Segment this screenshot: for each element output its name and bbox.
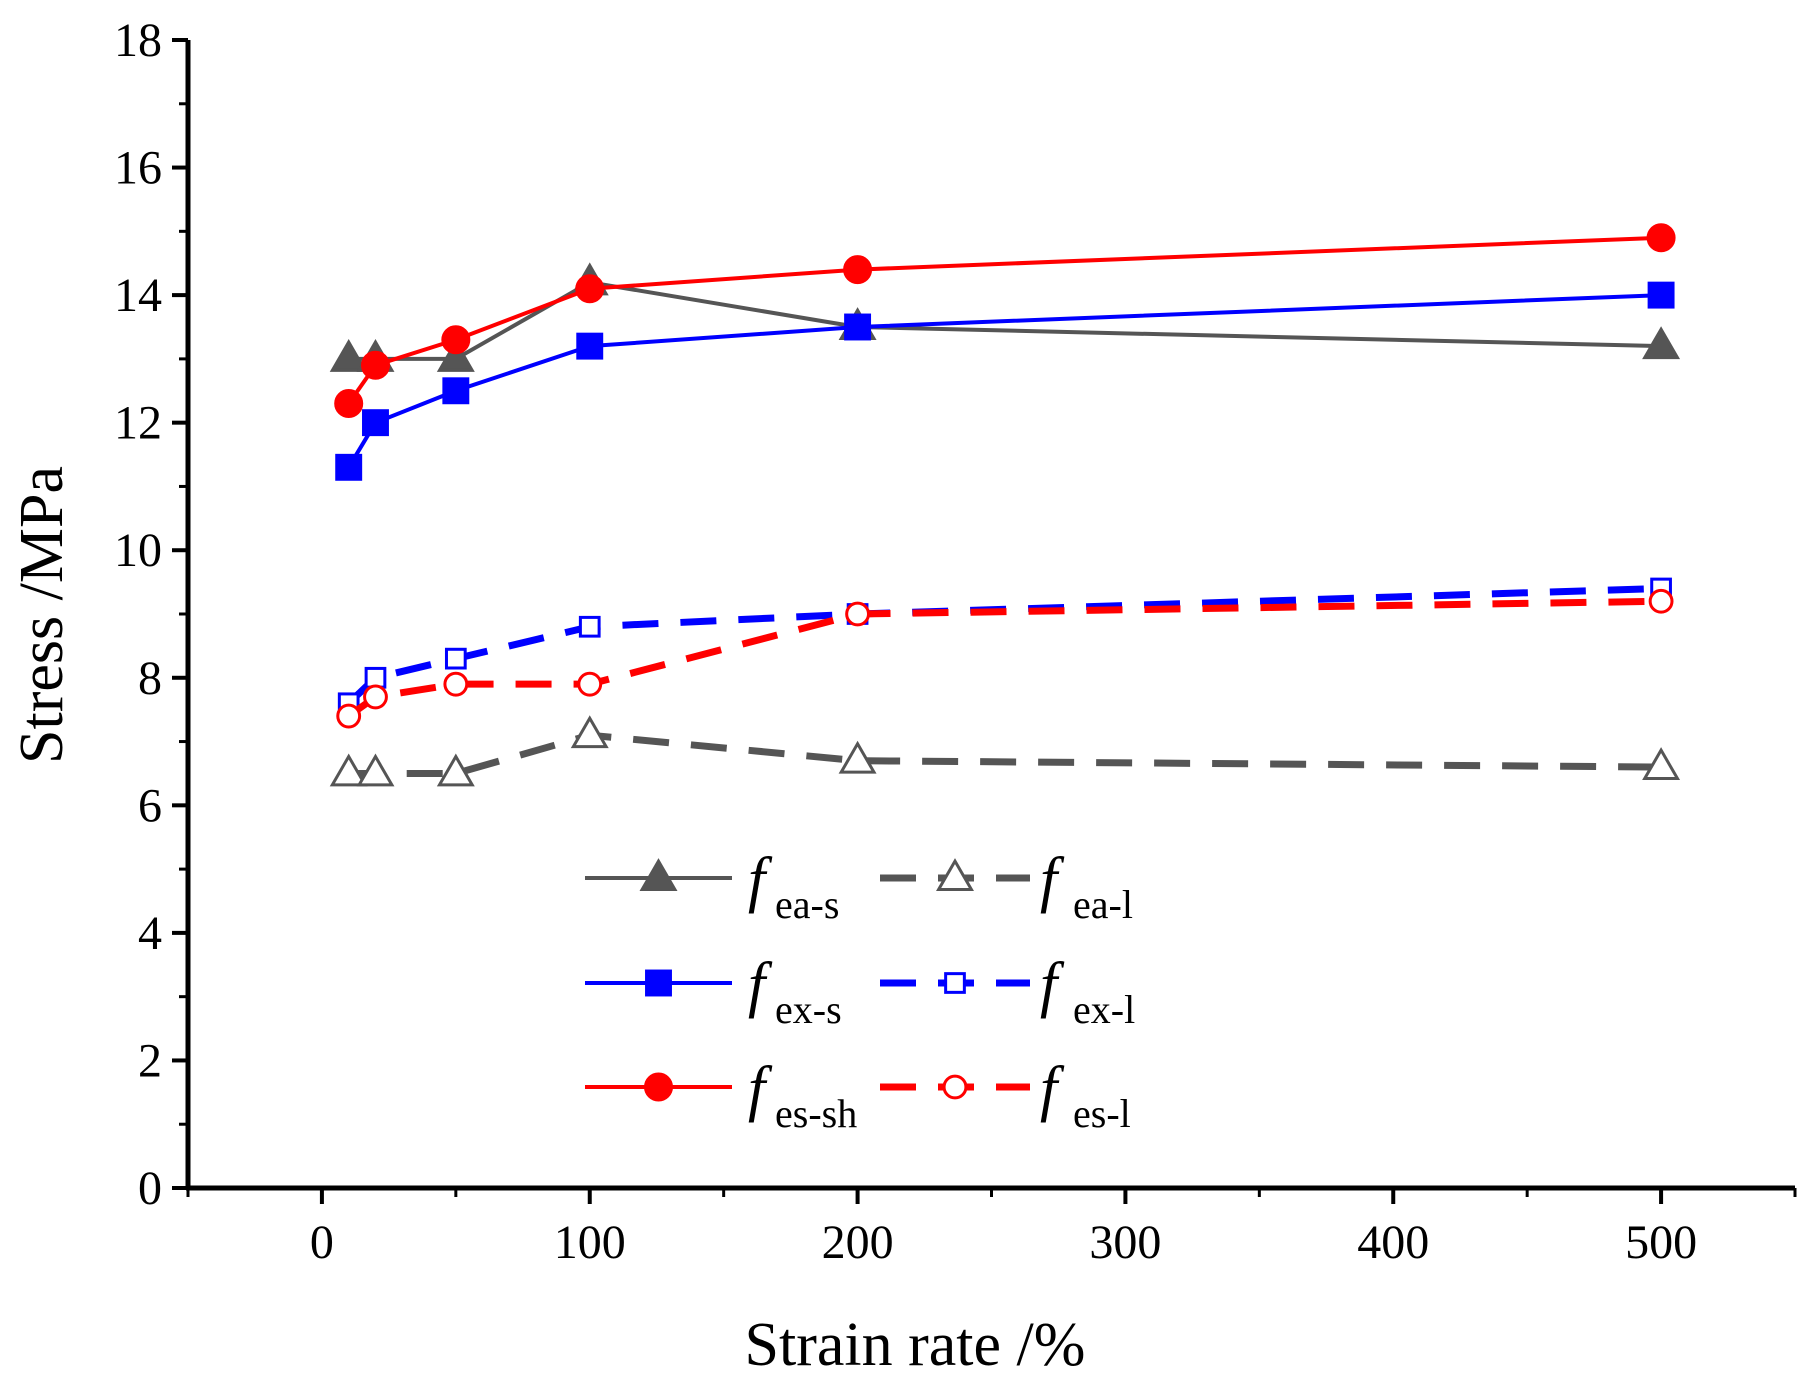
data-point: [360, 350, 390, 380]
data-point: [334, 389, 364, 419]
series-f_ex-l: [337, 577, 1672, 715]
y-tick-label: 12: [114, 397, 162, 450]
y-tick-label: 8: [138, 652, 162, 705]
data-point: [843, 255, 873, 285]
series-line: [346, 293, 1662, 469]
data-point: [845, 601, 871, 627]
legend-label-main: f: [748, 951, 773, 1019]
x-tick-label: 300: [1089, 1216, 1161, 1269]
data-point: [444, 647, 467, 670]
data-point: [944, 972, 966, 994]
data-point: [577, 671, 603, 697]
legend-item-f_ex-s: f ex-s: [585, 951, 842, 1032]
series-f_es-l: [336, 588, 1674, 729]
axes-layer: 0 2 4 6 8 10 12 14 16 18 0 100 200 300 400 500: [114, 14, 1797, 1269]
legend-label-sub: ex-l: [1073, 987, 1135, 1032]
data-point: [942, 1074, 968, 1100]
data-point: [844, 313, 872, 341]
legend-item-f_es-l: f es-l: [880, 1055, 1131, 1136]
data-point: [356, 753, 395, 787]
series-f_ea-l: [329, 715, 1681, 787]
legend-label-main: f: [748, 1055, 773, 1123]
data-point: [329, 753, 368, 787]
y-tick-label: 16: [114, 142, 162, 195]
x-tick-label: 0: [310, 1216, 334, 1269]
legend-item-f_ex-l: f ex-l: [880, 951, 1135, 1032]
y-tick-label: 18: [114, 14, 162, 67]
data-point: [838, 740, 877, 774]
x-tick-label: 100: [554, 1216, 626, 1269]
data-point: [1646, 223, 1676, 253]
series-line: [346, 597, 1662, 719]
data-point: [335, 453, 363, 481]
y-tick-label: 2: [138, 1034, 162, 1087]
legend-label-main: f: [1040, 951, 1065, 1019]
legend-label-sub: ea-l: [1073, 882, 1133, 927]
series-f_es-sh: [334, 223, 1676, 419]
series-line: [348, 731, 1662, 777]
data-point: [936, 858, 974, 891]
y-axis-title: Stress /MPa: [8, 466, 76, 764]
legend-label-sub: es-l: [1073, 1091, 1131, 1136]
data-point: [1642, 747, 1681, 781]
y-tick-label: 10: [114, 524, 162, 577]
y-tick-label: 4: [138, 907, 162, 960]
legend-item-f_es-sh: f es-sh: [585, 1055, 857, 1136]
y-tick-label: 0: [138, 1162, 162, 1215]
series-f_ex-s: [335, 281, 1675, 481]
legend-label-sub: es-sh: [775, 1091, 857, 1136]
data-point: [645, 969, 672, 997]
data-point: [578, 615, 601, 638]
data-point: [443, 671, 469, 697]
y-tick-label: 6: [138, 779, 162, 832]
data-point: [644, 1072, 673, 1102]
legend-label-main: f: [1040, 1055, 1065, 1123]
data-point: [441, 325, 471, 355]
x-tick-label: 500: [1625, 1216, 1697, 1269]
data-point: [364, 666, 387, 689]
data-point: [436, 753, 475, 787]
x-tick-label: 400: [1357, 1216, 1429, 1269]
data-point: [576, 332, 604, 360]
legend-label-main: f: [1040, 846, 1065, 914]
data-point: [436, 338, 475, 372]
data-point: [1648, 588, 1674, 614]
x-axis-title: Strain rate /%: [745, 1311, 1086, 1379]
y-tick-label: 14: [114, 269, 162, 322]
series-f_ea-s: [329, 262, 1681, 372]
data-point: [639, 858, 678, 891]
data-point: [1647, 281, 1675, 309]
data-point: [570, 715, 609, 749]
legend: f ea-s f ea-lf ex-s f ex-lf es-sh f es-l: [585, 846, 1135, 1136]
legend-label-sub: ea-s: [775, 882, 839, 927]
legend-label-sub: ex-s: [775, 987, 842, 1032]
data-point: [1642, 326, 1681, 360]
legend-item-f_ea-l: f ea-l: [880, 846, 1133, 927]
legend-label-main: f: [748, 846, 773, 914]
series-layer: [329, 223, 1681, 787]
data-point: [442, 377, 470, 405]
legend-item-f_ea-s: f ea-s: [585, 846, 839, 927]
x-tick-label: 200: [822, 1216, 894, 1269]
data-point: [336, 703, 362, 729]
data-point: [362, 409, 389, 437]
data-point: [575, 274, 605, 304]
data-point: [329, 338, 368, 372]
data-point: [363, 684, 388, 710]
